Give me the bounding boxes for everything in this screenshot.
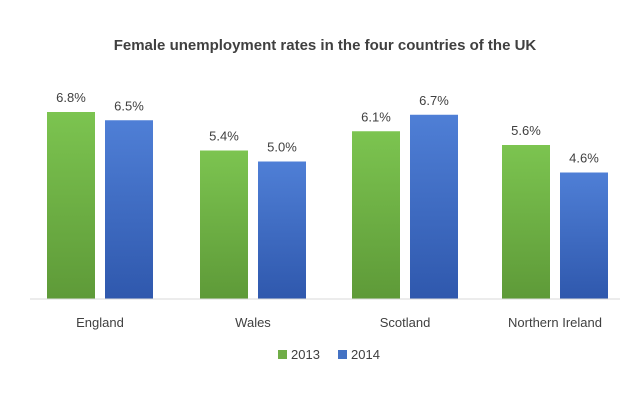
legend-label-2013: 2013	[291, 347, 320, 362]
legend: 2013 2014	[278, 347, 380, 362]
bar-northern-ireland-2013	[502, 145, 550, 299]
category-label: England	[76, 315, 124, 330]
data-label: 4.6%	[569, 151, 599, 166]
legend-swatch-2014	[338, 350, 347, 359]
bar-england-2013	[47, 112, 95, 299]
data-label: 5.4%	[209, 129, 239, 144]
bars-group: 6.8% 6.5% 5.4% 5.0% 6.1% 6.7% 5.6% 4.6%	[47, 90, 608, 299]
data-label: 5.0%	[267, 140, 297, 155]
chart-title: Female unemployment rates in the four co…	[114, 37, 537, 54]
category-label: Northern Ireland	[508, 315, 602, 330]
legend-label-2014: 2014	[351, 347, 380, 362]
bar-scotland-2014	[410, 114, 458, 299]
bar-wales-2013	[200, 150, 248, 299]
category-label: Wales	[235, 315, 271, 330]
data-label: 6.7%	[419, 93, 449, 108]
data-label: 6.8%	[56, 90, 86, 105]
bar-england-2014	[105, 120, 153, 299]
data-label: 6.1%	[361, 109, 391, 124]
bar-wales-2014	[258, 161, 306, 299]
data-label: 6.5%	[114, 98, 144, 113]
category-labels: England Wales Scotland Northern Ireland	[76, 315, 602, 330]
data-label: 5.6%	[511, 123, 541, 138]
category-label: Scotland	[380, 315, 431, 330]
bar-northern-ireland-2014	[560, 172, 608, 299]
bar-scotland-2013	[352, 131, 400, 299]
legend-swatch-2013	[278, 350, 287, 359]
